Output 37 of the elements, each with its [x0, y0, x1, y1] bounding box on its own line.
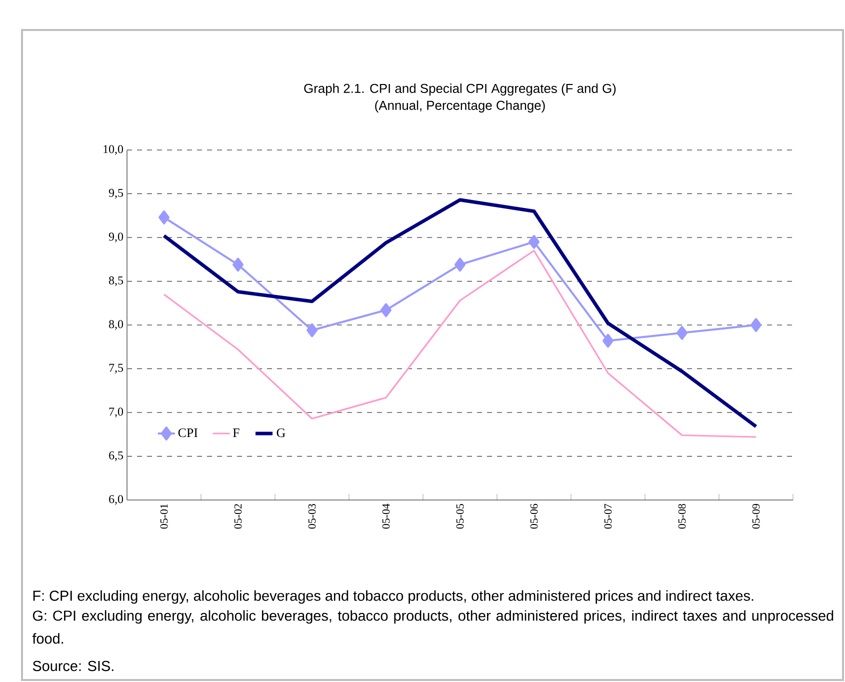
x-tick-label: 05-04 [382, 504, 390, 529]
point [454, 258, 466, 272]
x-tick-label: 05-09 [752, 504, 760, 529]
x-tick-label: 05-03 [308, 504, 316, 529]
y-tick-label: 8,5 [109, 276, 124, 286]
point [750, 318, 762, 332]
point [602, 334, 614, 348]
y-tick-label: 7,5 [109, 364, 124, 374]
x-tick-label: 05-02 [234, 504, 242, 529]
x-tick-label: 05-01 [160, 504, 168, 529]
text: G: CPI excluding energy, alcoholic beverages, tobacco products, other administered prices, indirect taxes and unprocessed food. [32, 610, 834, 644]
y-tick-label: 9,0 [108, 232, 124, 242]
point [528, 234, 540, 249]
point [232, 258, 244, 272]
x-tick-label: 05-07 [604, 504, 612, 529]
source-note: Source: SIS. [32, 660, 114, 672]
line-series [162, 198, 758, 428]
y-tick-label: 7,0 [109, 408, 124, 418]
line-series [163, 250, 757, 438]
y-tick-label: 6,0 [109, 495, 124, 505]
x-tick-label: 05-06 [530, 504, 538, 529]
legend-label: F [232, 428, 240, 437]
y-tick-label: 6,5 [109, 451, 124, 462]
text: F: CPI excluding energy, alcoholic beverages and tobacco products, other administered prices and indirect taxes. [33, 590, 754, 604]
point [306, 323, 318, 338]
x-tick-label: 05-08 [678, 504, 686, 529]
x-tick-label: 05-05 [456, 504, 464, 529]
y-tick-label: 10,0 [104, 145, 124, 155]
legend-label: G [276, 428, 286, 438]
point [676, 326, 688, 340]
chart-title: Graph 2.1. CPI and Special CPI Aggregates (F and G) [304, 83, 616, 96]
point [158, 210, 170, 224]
point [380, 303, 392, 318]
legend-label: CPI [178, 428, 198, 438]
y-tick-label: 8,0 [109, 320, 124, 330]
y-tick-label: 9,5 [108, 188, 124, 199]
chart-subtitle: (Annual, Percentage Change) [375, 100, 545, 112]
